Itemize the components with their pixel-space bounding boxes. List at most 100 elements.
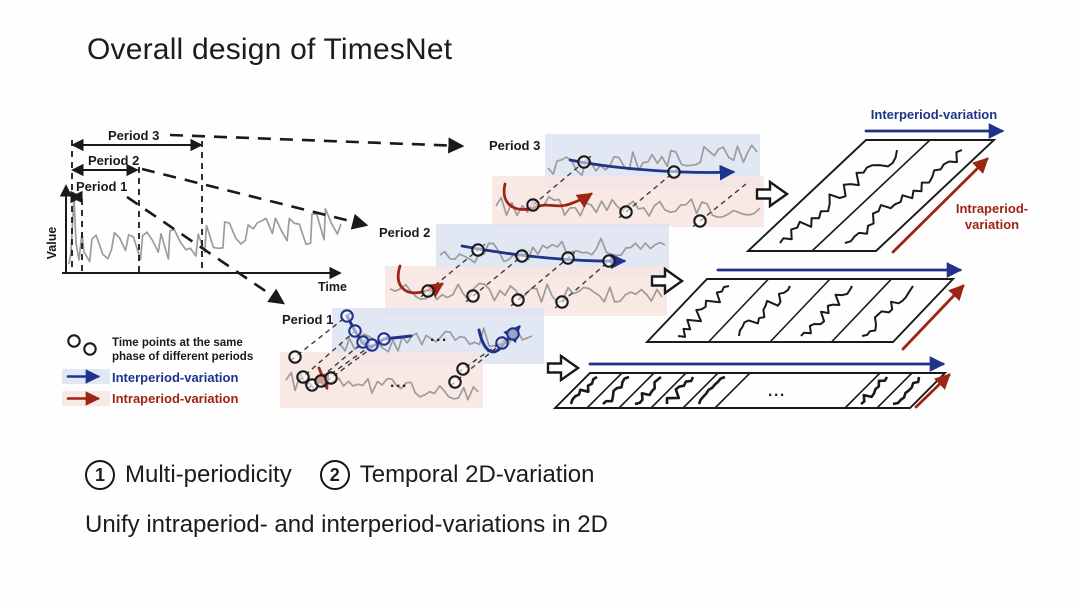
phase-point (365, 338, 379, 352)
tensor-cell-series (665, 376, 695, 404)
circled-number-1: 1 (85, 460, 115, 490)
period1-bracket-label: Period 1 (76, 179, 127, 194)
transform-arrow-icon (546, 353, 581, 383)
tensor-cell-series (738, 285, 791, 337)
tensor-cell-series (779, 149, 898, 244)
phase-point (506, 327, 520, 341)
x-axis-label: Time (318, 280, 347, 294)
period2-slice-label: Period 2 (379, 225, 430, 240)
phase-point (421, 284, 435, 298)
phase-point (511, 293, 525, 307)
y-axis-label: Value (45, 227, 59, 260)
takeaway-text: 1 Multi-periodicity 2 Temporal 2D-variat… (85, 458, 608, 539)
takeaway-item-2: 2 Temporal 2D-variation (319, 460, 595, 490)
tensor-parallelogram (745, 139, 997, 252)
phase-point (693, 214, 707, 228)
temporal-2d-tensors: Interperiod-variation Intraperiod- varia… (546, 107, 1028, 409)
tensor-cell-divider (844, 372, 881, 409)
ellipsis-pink-band: ... (390, 374, 408, 391)
tensor-cell-series (569, 375, 598, 405)
transform-arrow-icon (650, 266, 685, 296)
phase-point (377, 332, 391, 346)
phase-point (577, 155, 591, 169)
phase-point (555, 295, 569, 309)
period-projection-line (169, 133, 465, 154)
takeaway-item-1-label: Multi-periodicity (125, 461, 292, 488)
phase-point (495, 336, 509, 350)
phase-point (466, 289, 480, 303)
phase-point (340, 309, 354, 323)
page-title: Overall design of TimesNet (87, 33, 453, 66)
intraperiod-trend-arrow (502, 182, 593, 211)
phase-point (67, 334, 81, 348)
tensor-cell-divider (682, 372, 719, 409)
tensor-cell-divider (811, 139, 931, 252)
tensor-cell-series (677, 285, 730, 338)
phase-point (448, 375, 462, 389)
tensor-cell-divider (650, 372, 687, 409)
tensor-cell-series (634, 375, 662, 406)
tensor-cell-divider (876, 372, 913, 409)
tensor-cell-divider (769, 278, 831, 343)
tensor-cell-series (697, 375, 726, 405)
tensor-cell-series (861, 285, 914, 337)
tensor-cell-series (602, 375, 630, 405)
legend: Time points at the same phase of differe… (62, 334, 253, 406)
phase-connector (298, 326, 360, 382)
tensor-parallelogram (644, 278, 956, 343)
legend-points-line1: Time points at the same (112, 337, 243, 349)
time-series-line (439, 237, 666, 264)
intraperiod-axis-arrow (891, 157, 989, 254)
phase-connector (289, 311, 353, 362)
legend-points-line2: phase of different periods (112, 351, 253, 363)
period2-bracket-label: Period 2 (88, 153, 139, 168)
tensor-cell-series (892, 376, 921, 406)
intraperiod-variation-label-line1: Intraperiod- (956, 201, 1028, 216)
tensor-cell-series (844, 149, 963, 244)
phase-point (471, 243, 485, 257)
intraperiod-variation-label-line2: variation (965, 217, 1019, 232)
tensor-cell-divider (714, 372, 751, 409)
phase-point (561, 251, 575, 265)
phase-point (324, 371, 338, 385)
takeaway-item-2-label: Temporal 2D-variation (359, 461, 595, 488)
tensor-cell-series (860, 376, 889, 406)
phase-point (83, 342, 97, 356)
takeaway-line1: 1 Multi-periodicity 2 Temporal 2D-variat… (85, 458, 608, 492)
period1-slice-label: Period 1 (282, 312, 333, 327)
ellipsis-blue-band: ... (430, 328, 448, 345)
phase-point (348, 324, 362, 338)
phase-point (288, 350, 302, 364)
period3-slice-label: Period 3 (489, 138, 540, 153)
tensor-parallelogram (552, 372, 948, 409)
intraperiod-axis-arrow (914, 373, 951, 409)
phase-point (667, 165, 681, 179)
phase-point (456, 362, 470, 376)
raw-series-plot: Period 3 Period 2 Period 1 Value Time (45, 128, 465, 305)
phase-point (515, 249, 529, 263)
phase-point (619, 205, 633, 219)
interperiod-variation-label: Interperiod-variation (871, 107, 997, 122)
legend-intraperiod-label: Intraperiod-variation (112, 391, 238, 406)
circled-number-2: 2 (319, 460, 350, 490)
transform-arrow-icon (755, 179, 790, 209)
tensor-cell-divider (586, 372, 623, 409)
ellipsis-tensor-row: ... (768, 383, 786, 400)
period-projection-line (126, 195, 285, 305)
tensor-cell-divider (707, 278, 770, 343)
tensor-cell-series (800, 285, 853, 337)
phase-point (296, 370, 310, 384)
tensor-cell-divider (830, 278, 893, 343)
period-slices: Period 3 Period 2 Period 1 ... ... (280, 134, 764, 408)
period3-bracket-label: Period 3 (108, 128, 159, 143)
intraperiod-axis-arrow (901, 284, 965, 351)
phase-point (526, 198, 540, 212)
time-series-line (547, 144, 758, 177)
legend-interperiod-label: Interperiod-variation (112, 370, 238, 385)
takeaway-line2: Unify intraperiod- and interperiod-varia… (85, 511, 608, 538)
takeaway-item-1: 1 Multi-periodicity (85, 460, 292, 490)
period-projection-line (141, 167, 369, 230)
tensor-cell-divider (618, 372, 655, 409)
raw-time-series (68, 196, 342, 265)
